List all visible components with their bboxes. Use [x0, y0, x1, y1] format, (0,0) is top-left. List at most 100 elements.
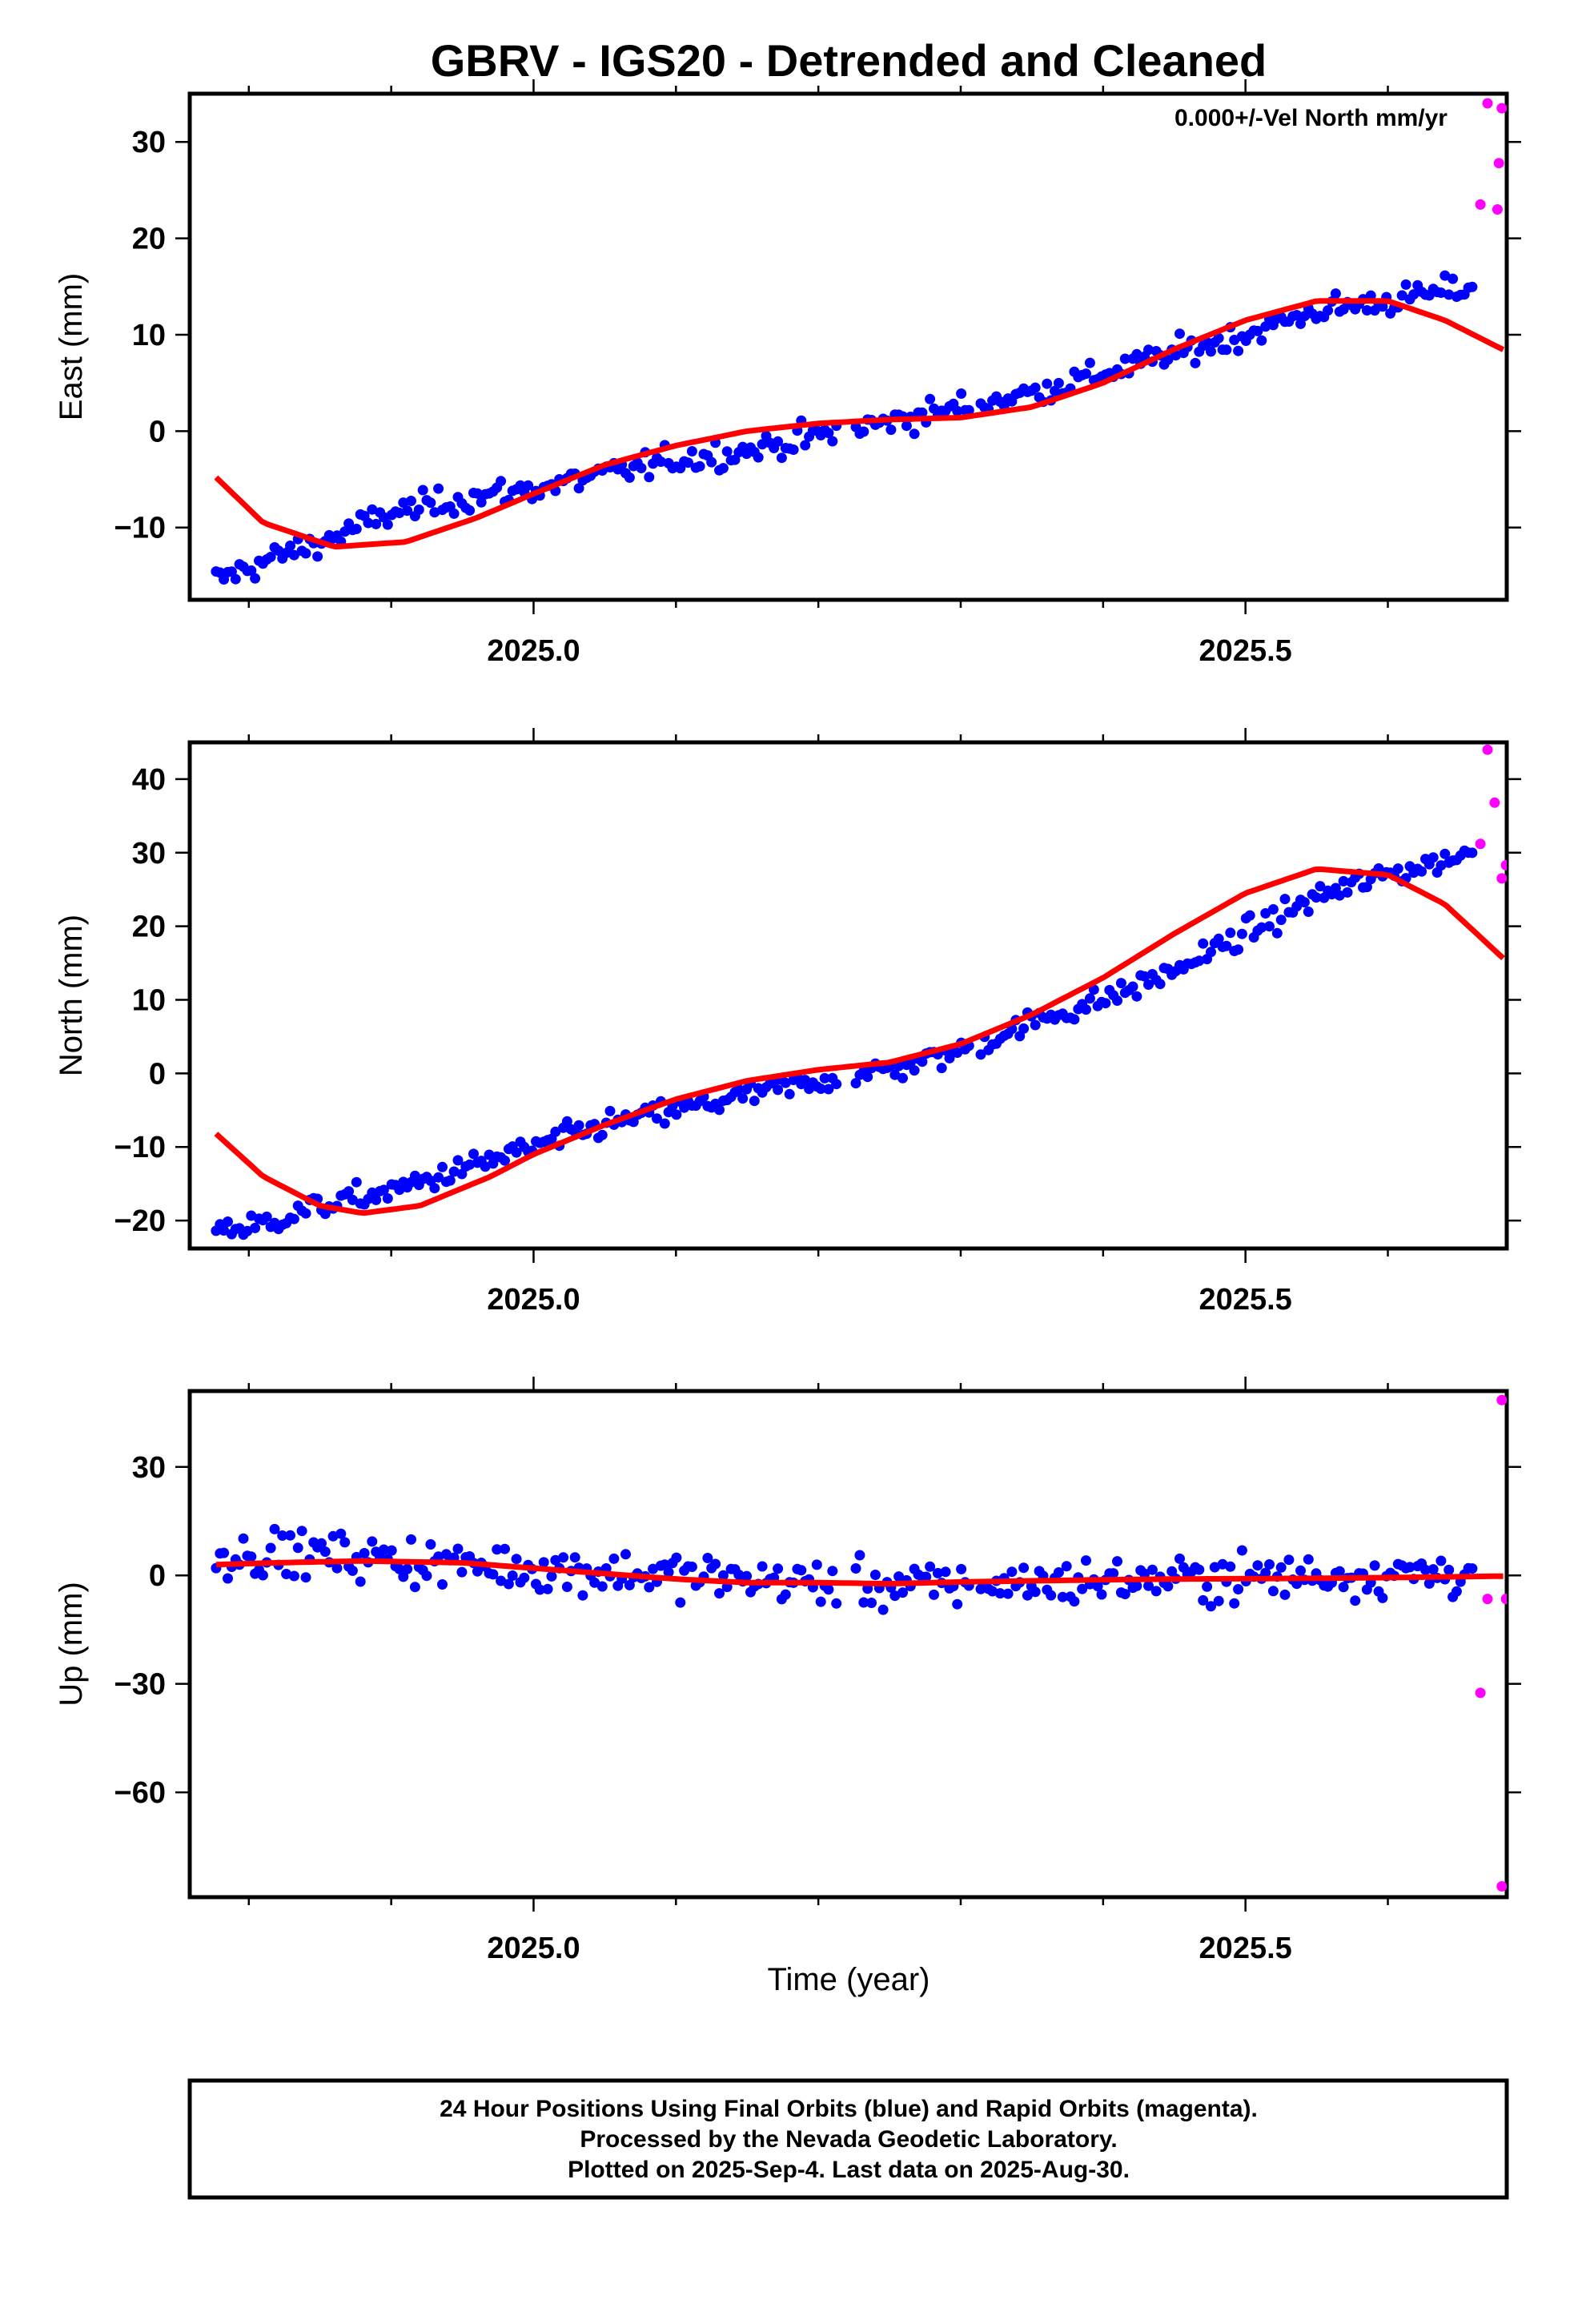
east-final-point [1206, 346, 1216, 357]
north-final-point [223, 1216, 233, 1227]
north-final-point [1233, 944, 1244, 955]
north-final-point [604, 1105, 616, 1116]
north-final-point [1392, 863, 1403, 875]
north-final-point [850, 1078, 861, 1089]
caption-box [187, 2078, 1509, 2200]
east-final-point [644, 472, 655, 483]
north-final-point [1069, 1014, 1080, 1025]
north-final-point [1271, 927, 1283, 939]
east-final-point [523, 480, 534, 491]
east-final-point [417, 485, 428, 496]
east-final-point [1162, 354, 1174, 365]
up-final-point [550, 1554, 561, 1566]
up-final-point [503, 1578, 514, 1590]
north-final-point [1256, 922, 1267, 933]
north-final-point [1416, 866, 1427, 877]
east-final-point [230, 573, 241, 585]
up-final-point [569, 1552, 580, 1563]
up-rapid-point [1475, 1687, 1486, 1699]
east-final-point [1252, 325, 1263, 336]
north-rapid-point [1500, 859, 1507, 870]
up-final-point [1264, 1559, 1275, 1570]
north-final-point [511, 1147, 522, 1158]
up-final-point [686, 1562, 697, 1572]
north-final-point [1115, 978, 1126, 989]
up-final-point [452, 1543, 464, 1554]
up-final-point [406, 1534, 416, 1545]
up-final-point [1443, 1564, 1455, 1575]
east-final-point [1377, 301, 1388, 312]
north-final-point [1154, 979, 1166, 990]
up-final-point [1377, 1592, 1388, 1603]
up-final-point [433, 1551, 444, 1562]
north-final-point [550, 1126, 561, 1137]
east-final-point [472, 488, 483, 499]
up-final-point [472, 1566, 483, 1577]
north-final-point [1139, 971, 1150, 982]
y-tick-label: −20 [114, 1204, 166, 1238]
east-final-point [250, 573, 261, 584]
up-final-point [316, 1538, 327, 1549]
up-final-point [1143, 1580, 1154, 1591]
up-final-point [394, 1563, 405, 1574]
north-final-point [1467, 847, 1478, 858]
up-final-point [507, 1570, 518, 1581]
east-plot-area [211, 98, 1507, 585]
up-final-point [421, 1570, 432, 1582]
y-tick-label: 30 [132, 126, 166, 159]
north-plot-frame [187, 740, 1509, 1251]
north-final-point [1030, 1019, 1041, 1031]
north-final-point [409, 1170, 420, 1181]
x-tick-label: 2025.5 [1199, 634, 1292, 668]
up-final-point [608, 1553, 620, 1564]
up-final-point [1420, 1564, 1431, 1575]
north-panel: 2025.0 2025.5 −20 −10 0 10 20 30 40 North (mm) [54, 728, 1521, 1317]
up-final-point [1081, 1555, 1091, 1566]
east-final-point [1400, 279, 1411, 290]
up-final-point [1046, 1590, 1057, 1601]
north-final-point [480, 1161, 491, 1172]
north-final-point [737, 1093, 749, 1104]
up-final-point [367, 1536, 378, 1547]
up-final-point [869, 1570, 881, 1580]
north-final-point [464, 1159, 476, 1170]
up-final-point [620, 1549, 631, 1560]
east-final-point [721, 446, 733, 457]
up-final-point [347, 1565, 358, 1576]
east-final-point [706, 456, 717, 468]
up-rapid-point [1482, 1594, 1493, 1605]
up-final-point [425, 1539, 436, 1550]
north-final-point [1435, 860, 1447, 871]
north-final-point [448, 1166, 460, 1177]
x-tick-label: 2025.0 [487, 1932, 580, 1965]
east-final-point [1030, 382, 1041, 393]
up-final-point [492, 1544, 503, 1555]
up-final-point [932, 1567, 943, 1578]
north-rapid-point [1475, 838, 1486, 850]
x-tick-label: 2025.5 [1199, 1932, 1292, 1965]
up-rapid-point [1500, 1594, 1507, 1605]
up-final-point [1229, 1598, 1240, 1609]
up-final-point [257, 1570, 268, 1581]
up-final-point [589, 1577, 600, 1588]
up-final-point [773, 1563, 784, 1574]
up-final-point [285, 1530, 295, 1541]
north-final-point [378, 1184, 389, 1196]
north-final-point [1100, 998, 1111, 1009]
up-final-point [1350, 1595, 1361, 1606]
north-final-point [714, 1104, 725, 1116]
north-final-point [909, 1065, 920, 1076]
y-tick-label: −60 [114, 1776, 166, 1810]
north-final-point [468, 1148, 479, 1160]
east-final-point [406, 496, 416, 506]
north-final-point [382, 1193, 393, 1204]
up-final-point [858, 1597, 869, 1608]
up-final-point [534, 1584, 545, 1595]
east-final-point [1408, 289, 1419, 300]
x-axis-label: Time (year) [768, 1962, 930, 1997]
north-final-point [1112, 995, 1122, 1006]
east-rapid-point [1475, 199, 1486, 210]
east-final-point [1256, 335, 1267, 346]
north-final-point [671, 1109, 682, 1120]
east-final-point [1213, 332, 1224, 344]
